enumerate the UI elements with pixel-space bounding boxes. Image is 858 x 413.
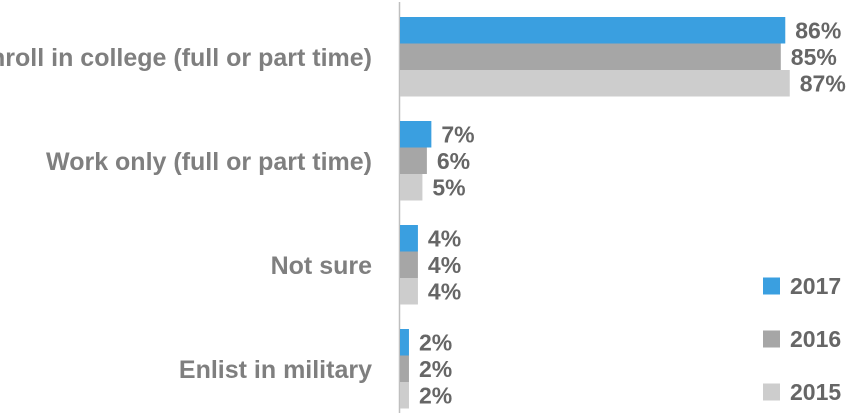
legend-label: 2017 — [790, 273, 841, 299]
data-label: 7% — [441, 121, 474, 147]
bar-2017 — [400, 329, 409, 356]
bar-2016 — [400, 43, 781, 70]
category-label: Enlist in military — [179, 356, 372, 384]
labels-layer: Enroll in college (full or part time) 86%… — [0, 17, 846, 408]
data-label: 87% — [800, 70, 846, 96]
legend-label: 2015 — [790, 379, 841, 405]
data-label: 86% — [795, 17, 841, 43]
bar-2016 — [400, 147, 427, 174]
bar-2015 — [400, 174, 423, 201]
bar-2015 — [400, 70, 790, 97]
bar-2017 — [400, 17, 786, 44]
legend-swatch-2016 — [763, 330, 780, 348]
bar-2015 — [400, 382, 409, 409]
data-label: 2% — [419, 329, 452, 355]
category-label: Not sure — [271, 252, 373, 280]
bar-2017 — [400, 121, 432, 148]
data-label: 2% — [419, 356, 452, 382]
data-label: 4% — [428, 278, 461, 304]
bar-2016 — [400, 355, 409, 382]
bar-2016 — [400, 251, 418, 278]
data-label: 2% — [419, 382, 452, 408]
legend-swatch-2015 — [763, 383, 780, 401]
bars-layer — [400, 17, 790, 409]
category-label: Work only (full or part time) — [46, 148, 372, 176]
data-label: 4% — [428, 225, 461, 251]
data-label: 85% — [791, 44, 837, 70]
bar-2015 — [400, 278, 418, 305]
data-label: 5% — [432, 174, 465, 200]
legend-label: 2016 — [790, 326, 841, 352]
data-label: 6% — [437, 148, 470, 174]
legend: 2017 2016 2015 — [763, 273, 841, 405]
legend-swatch-2017 — [763, 277, 780, 295]
bar-2017 — [400, 225, 418, 252]
data-label: 4% — [428, 252, 461, 278]
category-label: Enroll in college (full or part time) — [0, 44, 372, 72]
